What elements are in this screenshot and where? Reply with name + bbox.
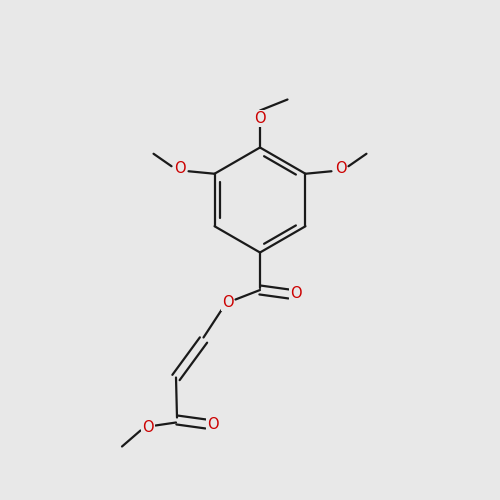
Text: O: O bbox=[174, 161, 186, 176]
Text: O: O bbox=[222, 295, 234, 310]
Text: O: O bbox=[254, 111, 266, 126]
Text: O: O bbox=[334, 161, 346, 176]
Text: O: O bbox=[142, 420, 154, 435]
Text: O: O bbox=[207, 416, 219, 432]
Text: O: O bbox=[290, 286, 302, 302]
